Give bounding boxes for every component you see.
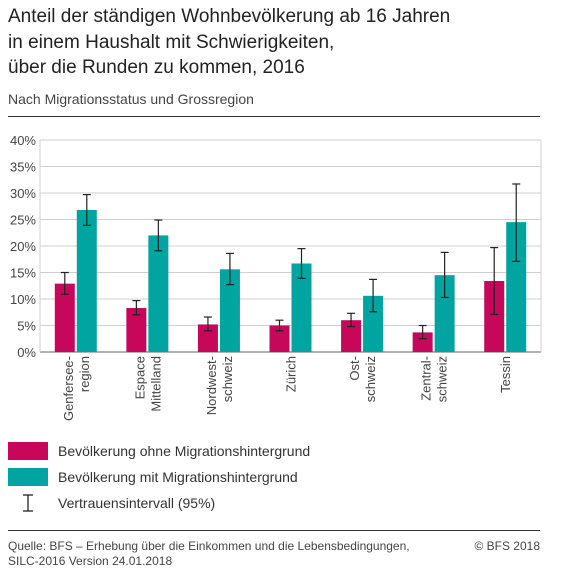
bar <box>269 325 290 352</box>
bar <box>219 269 240 352</box>
x-tick-label-line: region <box>77 356 92 392</box>
bar <box>484 280 505 352</box>
x-tick-label-line: Genfersee- <box>61 356 76 421</box>
x-tick-label-line: schweiz <box>220 356 235 402</box>
bar <box>76 209 97 352</box>
title-line-3: über die Runden zu kommen, 2016 <box>8 57 305 78</box>
y-tick-label: 15% <box>10 266 36 281</box>
title-line-2: in einem Haushalt mit Schwierigkeiten, <box>8 31 335 53</box>
x-tick-label: Ost-schweiz <box>347 356 378 402</box>
y-tick-label: 40% <box>10 133 36 148</box>
chart-plot: 0% 5% 10% 15% 20% 25% 30% 35% 40% Genfersee-regio… <box>10 133 542 421</box>
bar <box>434 275 455 352</box>
x-tick-label-line: Zürich <box>284 356 299 392</box>
legend-item-with-migration: Bevölkerung mit Migrationshintergrund <box>8 466 538 488</box>
y-tick-label: 30% <box>10 186 36 201</box>
x-tick-label: Espace Mittelland <box>132 356 163 412</box>
x-tick-label-line: schweiz <box>363 356 378 402</box>
x-tick-label-line: Nordwest- <box>204 356 219 415</box>
x-tick-label-line: Mittelland <box>148 356 163 412</box>
error-bar-icon <box>8 494 48 512</box>
x-tick-label-line: Ost- <box>347 356 362 381</box>
x-tick-label-line: schweiz <box>435 356 450 402</box>
legend-swatch-without-migration <box>8 442 48 460</box>
source-line-1: Quelle: BFS – Erhebung über die Einkomme… <box>8 539 410 553</box>
bottom-divider <box>8 530 540 531</box>
bar <box>126 308 147 352</box>
legend-item-without-migration: Bevölkerung ohne Migrationshintergrund <box>8 440 538 462</box>
bar <box>506 222 527 352</box>
x-tick-label: Genfersee-region <box>61 356 92 421</box>
legend-label-with-migration: Bevölkerung mit Migrationshintergrund <box>58 469 298 485</box>
x-tick-label: Nordwest-schweiz <box>204 356 235 415</box>
bar <box>148 235 169 352</box>
chart-title: Anteil der ständigen Wohnbevölkerung ab … <box>8 4 568 81</box>
bar <box>54 283 75 352</box>
source-note: Quelle: BFS – Erhebung über die Einkomme… <box>8 539 410 569</box>
legend-item-confidence-interval: Vertrauensintervall (95%) <box>8 492 538 514</box>
y-tick-label: 0% <box>17 345 36 360</box>
y-tick-label: 20% <box>10 239 36 254</box>
y-tick-label: 10% <box>10 292 36 307</box>
chart-subtitle: Nach Migrationsstatus und Grossregion <box>8 91 254 107</box>
x-tick-label: Zürich <box>284 356 299 392</box>
title-line-1: Anteil der ständigen Wohnbevölkerung ab … <box>8 6 451 27</box>
y-tick-label: 5% <box>17 319 36 334</box>
x-tick-label-line: Zentral- <box>419 356 434 401</box>
bar <box>341 320 362 352</box>
bar <box>412 332 433 352</box>
x-tick-label: Tessin <box>498 356 513 393</box>
y-tick-label: 25% <box>10 213 36 228</box>
x-tick-label-line: Espace <box>132 356 147 399</box>
legend-label-confidence-interval: Vertrauensintervall (95%) <box>58 495 216 511</box>
copyright-note: © BFS 2018 <box>474 539 540 553</box>
x-tick-label: Zentral-schweiz <box>419 356 450 402</box>
legend-swatch-with-migration <box>8 468 48 486</box>
legend-label-without-migration: Bevölkerung ohne Migrationshintergrund <box>58 443 311 459</box>
bar <box>197 324 218 352</box>
top-divider <box>8 116 540 117</box>
source-line-2: SILC-2016 Version 24.01.2018 <box>8 554 173 568</box>
bar <box>363 295 384 352</box>
x-tick-label-line: Tessin <box>498 356 513 393</box>
chart-legend: Bevölkerung ohne Migrationshintergrund B… <box>8 440 538 518</box>
y-tick-label: 35% <box>10 160 36 175</box>
bar <box>291 263 312 352</box>
